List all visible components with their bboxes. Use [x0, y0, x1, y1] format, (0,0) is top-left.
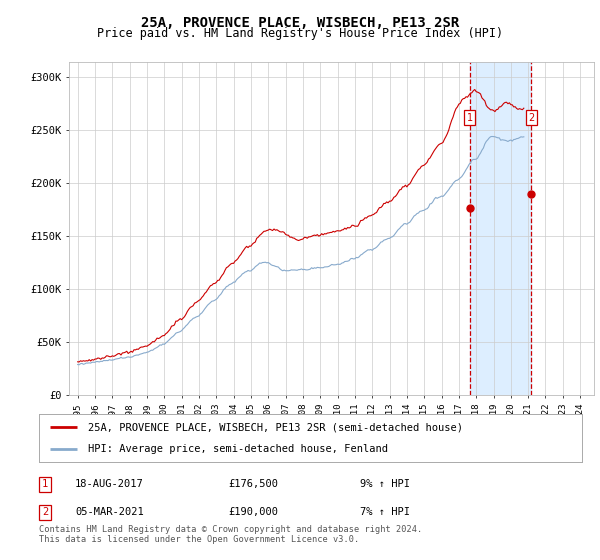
Text: Price paid vs. HM Land Registry's House Price Index (HPI): Price paid vs. HM Land Registry's House …	[97, 27, 503, 40]
Text: 25A, PROVENCE PLACE, WISBECH, PE13 2SR (semi-detached house): 25A, PROVENCE PLACE, WISBECH, PE13 2SR (…	[88, 422, 463, 432]
Text: 18-AUG-2017: 18-AUG-2017	[75, 479, 144, 489]
Text: 1: 1	[42, 479, 48, 489]
Text: £176,500: £176,500	[228, 479, 278, 489]
Text: 2: 2	[42, 507, 48, 517]
Text: HPI: Average price, semi-detached house, Fenland: HPI: Average price, semi-detached house,…	[88, 444, 388, 454]
Text: Contains HM Land Registry data © Crown copyright and database right 2024.
This d: Contains HM Land Registry data © Crown c…	[39, 525, 422, 544]
Text: 7% ↑ HPI: 7% ↑ HPI	[360, 507, 410, 517]
Text: 25A, PROVENCE PLACE, WISBECH, PE13 2SR: 25A, PROVENCE PLACE, WISBECH, PE13 2SR	[141, 16, 459, 30]
Text: 1: 1	[467, 113, 473, 123]
Text: 9% ↑ HPI: 9% ↑ HPI	[360, 479, 410, 489]
Bar	[470, 62, 531, 395]
Text: 05-MAR-2021: 05-MAR-2021	[75, 507, 144, 517]
Text: £190,000: £190,000	[228, 507, 278, 517]
Text: 2: 2	[528, 113, 534, 123]
